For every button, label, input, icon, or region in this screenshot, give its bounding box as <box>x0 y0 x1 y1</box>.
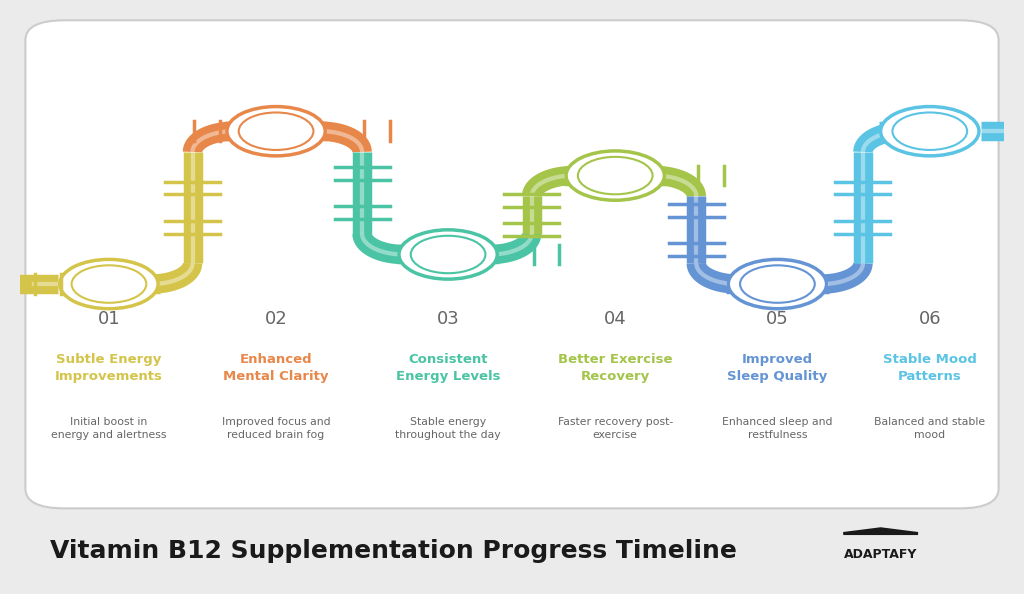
Circle shape <box>728 260 826 309</box>
Text: 06: 06 <box>919 311 941 328</box>
Text: Better Exercise
Recovery: Better Exercise Recovery <box>558 353 673 383</box>
Text: Subtle Energy
Improvements: Subtle Energy Improvements <box>55 353 163 383</box>
Circle shape <box>239 112 313 150</box>
Text: Consistent
Energy Levels: Consistent Energy Levels <box>396 353 501 383</box>
Text: 04: 04 <box>604 311 627 328</box>
Text: 05: 05 <box>766 311 788 328</box>
Circle shape <box>6 277 32 290</box>
Circle shape <box>411 236 485 273</box>
Text: 03: 03 <box>436 311 460 328</box>
Text: Enhanced sleep and
restfulness: Enhanced sleep and restfulness <box>722 417 833 440</box>
Circle shape <box>893 112 967 150</box>
Text: Enhanced
Mental Clarity: Enhanced Mental Clarity <box>223 353 329 383</box>
Text: Faster recovery post-
exercise: Faster recovery post- exercise <box>558 417 673 440</box>
Text: Balanced and stable
mood: Balanced and stable mood <box>874 417 985 440</box>
Text: Stable Mood
Patterns: Stable Mood Patterns <box>883 353 977 383</box>
Circle shape <box>59 260 158 309</box>
Text: 02: 02 <box>264 311 288 328</box>
Text: Initial boost in
energy and alertness: Initial boost in energy and alertness <box>51 417 167 440</box>
Text: ADAPTAFY: ADAPTAFY <box>844 548 918 561</box>
Circle shape <box>72 266 146 303</box>
Text: Vitamin B12 Supplementation Progress Timeline: Vitamin B12 Supplementation Progress Tim… <box>50 539 737 563</box>
Circle shape <box>227 106 326 156</box>
Circle shape <box>740 266 815 303</box>
Text: 01: 01 <box>97 311 120 328</box>
Circle shape <box>399 230 498 279</box>
Text: Improved
Sleep Quality: Improved Sleep Quality <box>727 353 827 383</box>
Text: Improved focus and
reduced brain fog: Improved focus and reduced brain fog <box>222 417 331 440</box>
Circle shape <box>881 106 979 156</box>
FancyBboxPatch shape <box>26 20 998 508</box>
Circle shape <box>1008 125 1024 138</box>
Text: Stable energy
throughout the day: Stable energy throughout the day <box>395 417 501 440</box>
Circle shape <box>578 157 652 194</box>
Circle shape <box>566 151 665 200</box>
